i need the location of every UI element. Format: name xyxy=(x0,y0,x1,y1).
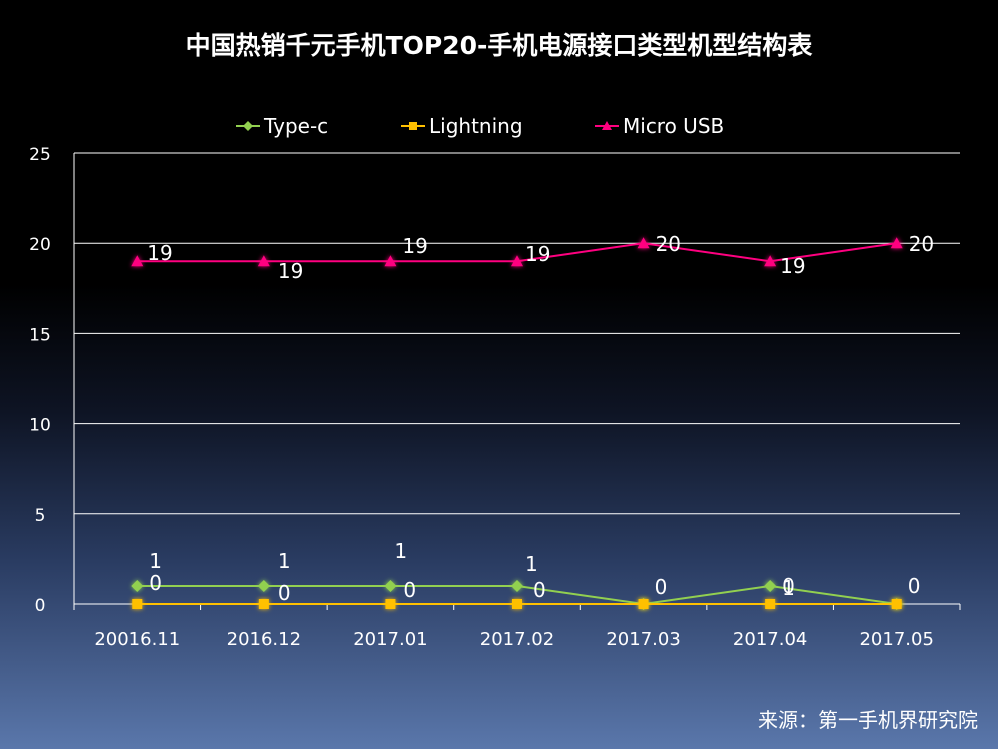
square-marker xyxy=(258,599,269,609)
legend-label: Micro USB xyxy=(623,114,724,138)
legend-label: Lightning xyxy=(429,114,523,138)
data-label: 0 xyxy=(278,581,291,605)
triangle-marker xyxy=(384,255,397,267)
data-label: 19 xyxy=(278,259,303,283)
legend-item: Lightning xyxy=(401,114,523,138)
diamond-marker xyxy=(764,579,777,592)
x-tick-label: 2017.02 xyxy=(480,629,554,650)
y-tick-label: 10 xyxy=(29,416,51,436)
legend-label: Type-c xyxy=(263,114,328,138)
data-label: 1 xyxy=(278,549,291,573)
y-tick-label: 0 xyxy=(35,596,46,616)
series xyxy=(131,237,903,610)
legend-item: Micro USB xyxy=(595,114,724,138)
legend: Type-c Lightning Micro USB xyxy=(236,114,724,138)
data-label: 19 xyxy=(780,254,805,278)
data-label: 0 xyxy=(533,578,546,602)
data-label: 0 xyxy=(403,578,416,602)
square-marker xyxy=(385,599,396,609)
marker-glow xyxy=(764,579,777,592)
y-tick-label: 5 xyxy=(35,506,46,526)
source-note: 来源：第一手机界研究院 xyxy=(758,708,978,732)
y-tick-label: 15 xyxy=(29,325,51,345)
square-marker xyxy=(765,599,776,609)
data-label: 0 xyxy=(655,575,668,599)
triangle-marker xyxy=(637,237,650,249)
square-marker xyxy=(638,599,649,609)
marker-glow xyxy=(131,579,144,592)
data-label: 1 xyxy=(525,552,538,576)
legend-square-marker xyxy=(409,122,417,130)
gridlines xyxy=(74,152,960,515)
marker-glow xyxy=(765,599,776,609)
marker-glow xyxy=(132,599,143,609)
data-label: 0 xyxy=(908,574,921,598)
marker-glow xyxy=(257,579,270,592)
legend-triangle-marker xyxy=(602,121,612,130)
diamond-marker xyxy=(131,579,144,592)
triangle-marker xyxy=(511,255,523,267)
marker-glow xyxy=(512,599,522,609)
diamond-marker xyxy=(511,579,523,592)
marker-glow xyxy=(258,599,269,609)
marker-glow xyxy=(637,237,650,249)
diamond-marker xyxy=(257,579,270,592)
chart-title: 中国热销千元手机TOP20-手机电源接口类型机型结构表 xyxy=(185,31,813,60)
triangle-marker xyxy=(764,255,777,267)
y-tick-label: 25 xyxy=(29,145,51,165)
marker-glow xyxy=(384,579,397,592)
square-marker xyxy=(512,599,522,609)
data-label: 19 xyxy=(402,234,427,258)
marker-glow xyxy=(384,255,397,267)
marker-glow xyxy=(385,599,396,609)
x-tick-label: 20016.11 xyxy=(94,629,180,650)
square-marker xyxy=(132,599,143,609)
triangle-marker xyxy=(890,237,903,249)
data-label: 20 xyxy=(909,232,934,256)
legend-diamond-marker xyxy=(243,121,253,131)
triangle-marker xyxy=(131,255,144,267)
y-tick-label: 20 xyxy=(29,235,51,255)
marker-glow xyxy=(511,255,523,267)
x-tick-label: 2017.01 xyxy=(353,629,427,650)
legend-item: Type-c xyxy=(236,114,328,138)
data-label: 19 xyxy=(525,242,550,266)
marker-glow xyxy=(131,255,144,267)
triangle-marker xyxy=(257,255,270,267)
data-label: 19 xyxy=(147,241,172,265)
marker-glow xyxy=(257,255,270,267)
x-tick-label: 2016.12 xyxy=(227,629,301,650)
data-label: 1 xyxy=(149,549,162,573)
data-label: 0 xyxy=(149,571,162,595)
marker-glow xyxy=(764,255,777,267)
x-tick-label: 2017.03 xyxy=(606,629,680,650)
marker-glow xyxy=(890,237,903,249)
data-label: 0 xyxy=(782,574,795,598)
square-marker xyxy=(891,599,902,609)
x-tick-label: 2017.04 xyxy=(733,629,807,650)
marker-glow xyxy=(511,579,523,592)
data-label: 1 xyxy=(782,576,795,600)
x-tick-label: 2017.05 xyxy=(859,629,933,650)
marker-glow xyxy=(638,599,649,609)
diamond-marker xyxy=(384,579,397,592)
marker-glow xyxy=(891,599,902,609)
data-label: 20 xyxy=(656,232,681,256)
data-label: 1 xyxy=(394,539,407,563)
